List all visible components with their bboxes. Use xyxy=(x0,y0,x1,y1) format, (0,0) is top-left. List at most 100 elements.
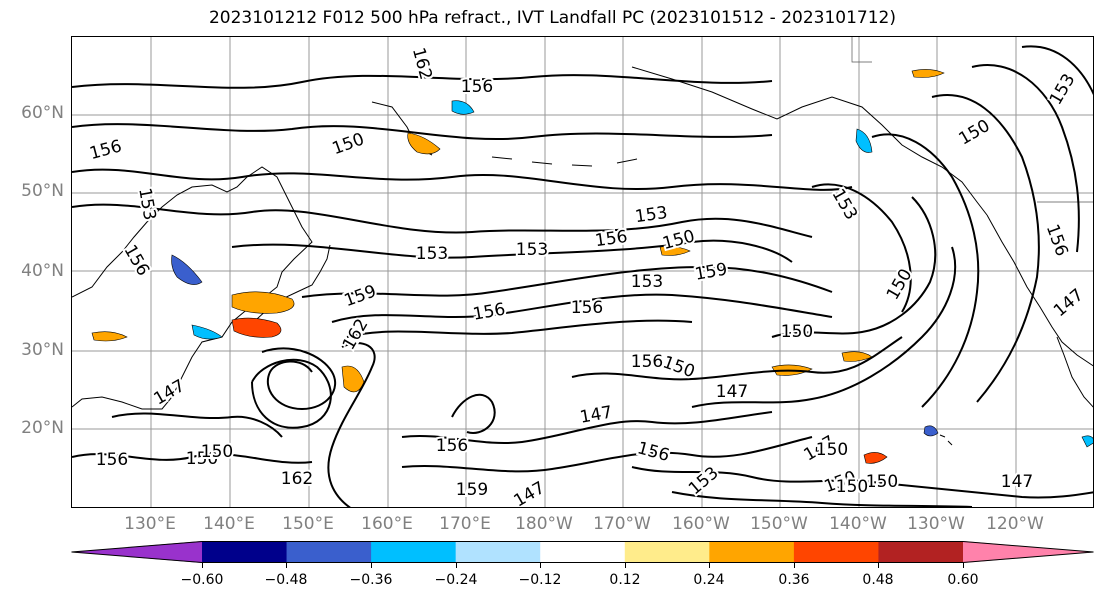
north-america-coastline xyxy=(986,214,1093,367)
contour-label: 150 xyxy=(836,477,868,497)
contour-label: 156 xyxy=(436,436,468,456)
patch-positive xyxy=(231,291,295,314)
colorbar-tick-label: −0.24 xyxy=(434,572,478,588)
contour-line xyxy=(72,168,853,191)
contour-line xyxy=(72,74,773,89)
colorbar-tickmark xyxy=(625,563,626,568)
colorbar-tick-label: 0.24 xyxy=(693,572,725,588)
asia-coastline xyxy=(72,166,313,410)
colorbar-segment xyxy=(624,541,710,563)
contour-line xyxy=(631,466,1093,499)
contour-label: 150 xyxy=(781,322,813,342)
contour-line xyxy=(691,246,957,408)
lon-label: 130°W xyxy=(907,514,965,534)
contour-label: 150 xyxy=(186,449,218,469)
contour-label: 153 xyxy=(134,186,159,221)
lon-label: 180°W xyxy=(515,514,573,534)
contour-label: 159 xyxy=(693,259,728,284)
contour-line xyxy=(571,336,903,381)
map-panel: 162 153 156 150 156 153 156 153 159 153 156 156 150 1… xyxy=(71,36,1094,508)
lat-label: 60°N xyxy=(21,103,64,123)
contour-line xyxy=(401,436,813,473)
colorbar-tickmark xyxy=(878,563,879,568)
baja-coastline xyxy=(1056,336,1093,408)
lat-label: 50°N xyxy=(21,181,64,201)
contour-label: 156 xyxy=(461,77,493,97)
contour-line xyxy=(261,347,337,411)
lat-label: 30°N xyxy=(21,340,64,360)
contour-label: 156 xyxy=(594,227,629,251)
colorbar-extend-min xyxy=(71,541,202,563)
patch-negative xyxy=(191,324,223,340)
alaska-coastline xyxy=(631,66,988,216)
contour-label: 156 xyxy=(635,438,672,466)
contour-label: 156 xyxy=(471,299,506,324)
colorbar-tickmark xyxy=(794,563,795,568)
contour-label: 156 xyxy=(120,241,154,279)
patch-positive xyxy=(407,132,441,155)
contour-label: 153 xyxy=(631,272,663,292)
contour-line xyxy=(72,453,313,464)
contour-label: 156 xyxy=(87,136,124,164)
contour-label: 159 xyxy=(342,281,379,311)
contour-line xyxy=(971,64,1080,253)
contour-line xyxy=(111,412,283,438)
colorbar-tickmark xyxy=(963,563,964,568)
colorbar-tick-label: 0.48 xyxy=(862,572,894,588)
colorbar-segment xyxy=(455,541,541,563)
lon-label: 150°W xyxy=(750,514,808,534)
colorbar-segment xyxy=(709,541,795,563)
patch-positive xyxy=(231,317,282,338)
contour-line xyxy=(771,196,937,338)
patch-positive xyxy=(911,69,945,78)
contour-label: 153 xyxy=(634,203,669,227)
contour-line xyxy=(811,183,912,313)
contour-label: 147 xyxy=(716,382,748,402)
colorbar-tick-label: 0.60 xyxy=(947,572,979,588)
graticule xyxy=(72,37,1093,507)
contour-label: 150 xyxy=(201,442,233,462)
patch-negative xyxy=(923,425,939,437)
lon-label: 140°W xyxy=(829,514,887,534)
colorbar-segment xyxy=(371,541,457,563)
lat-label: 20°N xyxy=(21,418,64,438)
colorbar-tickmark xyxy=(202,563,203,568)
contour-label: 147 xyxy=(150,376,188,410)
contour-label: 150 xyxy=(955,116,993,150)
colorbar-segment xyxy=(793,541,879,563)
contour-label: 153 xyxy=(516,240,548,260)
contour-line xyxy=(327,342,376,507)
contour-line xyxy=(251,358,332,429)
contour-line xyxy=(231,239,793,263)
colorbar-tickmark xyxy=(371,563,372,568)
lon-label: 120°W xyxy=(986,514,1044,534)
contour-line xyxy=(346,319,693,338)
aleutian-islands xyxy=(491,156,638,167)
colorbar-segment xyxy=(540,541,626,563)
contour-label: 150 xyxy=(330,129,367,159)
contour-label: 147 xyxy=(510,478,548,508)
colorbar-segment xyxy=(878,541,964,563)
patch-positive xyxy=(863,452,888,464)
contour-line xyxy=(451,393,496,434)
lon-label: 160°W xyxy=(672,514,730,534)
contour-line xyxy=(931,94,1040,403)
patch-negative xyxy=(171,254,203,285)
colorbar-tick-label: −0.36 xyxy=(349,572,393,588)
patch-positive xyxy=(659,246,691,256)
contour-label: 153 xyxy=(416,244,448,264)
contour-label: 150 xyxy=(660,226,697,254)
contour-line xyxy=(331,293,833,323)
contour-line xyxy=(72,203,813,238)
canada-border xyxy=(851,37,872,63)
patch-positive xyxy=(91,331,128,342)
contour-line xyxy=(1021,45,1093,96)
contour-label: 147 xyxy=(1050,285,1088,321)
lon-label: 170°E xyxy=(439,514,491,534)
contour-label: 162 xyxy=(281,469,313,489)
lon-label: 170°W xyxy=(593,514,651,534)
contour-line xyxy=(401,411,773,445)
contour-line xyxy=(72,123,773,141)
colorbar-tickmark xyxy=(709,563,710,568)
